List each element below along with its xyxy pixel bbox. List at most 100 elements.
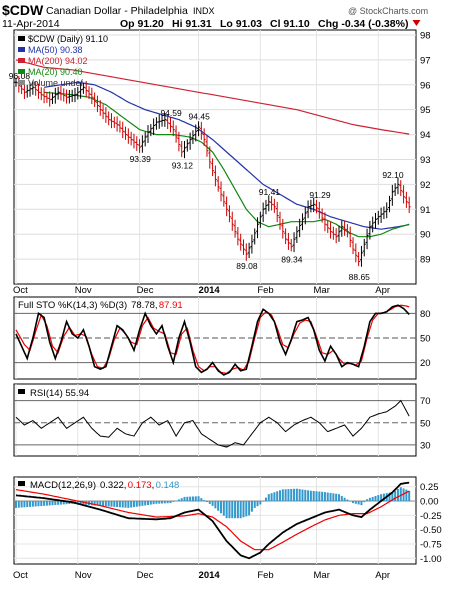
macd-histogram-bar — [399, 487, 402, 502]
macd-histogram-bar — [186, 496, 189, 502]
price-y-tick-label: 92 — [420, 180, 431, 191]
macd-histogram-bar — [214, 501, 217, 509]
macd-histogram-bar — [180, 498, 183, 502]
sto-k-line — [15, 304, 410, 376]
macd-histogram-bar — [203, 500, 206, 502]
macd-legend-swatch — [18, 481, 25, 486]
macd-histogram-bar — [147, 501, 149, 506]
macd-histogram-bar — [352, 501, 355, 504]
rsi-line — [15, 399, 410, 448]
x-tick-label: Oct — [13, 285, 28, 296]
macd-histogram-bar — [405, 489, 408, 502]
macd-histogram-bar — [169, 501, 172, 504]
price-annotation: 89.08 — [236, 261, 258, 271]
stochastic-title: Full STO %K(14,3) %D(3) 78.78 87.91 — [18, 300, 183, 311]
macd-histogram-bar — [96, 501, 99, 506]
macd-histogram-bar — [281, 489, 284, 502]
macd-histogram-bar — [23, 501, 26, 508]
price-y-tick-label: 91 — [420, 205, 431, 216]
header-date: 11-Apr-2014 — [2, 18, 60, 30]
macd-histogram-bar — [298, 489, 301, 502]
x-tick-label-bottom: Feb — [257, 570, 273, 581]
legend-volume: Volume undef — [28, 78, 84, 88]
price-panel — [13, 29, 417, 285]
rsi-title: RSI(14) 55.94 — [30, 388, 89, 399]
macd-histogram-bar — [116, 501, 119, 508]
macd-histogram-bar — [138, 501, 141, 507]
macd-histogram-bar — [380, 494, 383, 502]
macd-histogram-bar — [82, 501, 85, 505]
macd-histogram-bar — [93, 501, 96, 506]
macd-histogram-bar — [279, 490, 281, 502]
legend-swatch — [18, 58, 25, 63]
macd-histogram-bar — [158, 501, 161, 504]
price-y-tick-label: 93 — [420, 155, 431, 166]
macd-histogram-bar — [256, 501, 259, 507]
macd-histogram-bar — [349, 501, 352, 502]
price-y-tick-label: 98 — [420, 30, 431, 41]
macd-y-tick-label: -0.25 — [420, 511, 442, 522]
macd-histogram-bar — [236, 501, 239, 519]
rsi-y-tick-label: 30 — [420, 440, 431, 451]
macd-histogram-bar — [205, 501, 208, 503]
macd-histogram-bar — [391, 492, 394, 502]
macd-histogram-bar — [250, 501, 253, 512]
header-high: Hi 91.31 — [172, 18, 212, 30]
macd-y-tick-label: -1.00 — [420, 554, 442, 565]
sto-title-label: Full STO %K(14,3) %D(3) — [18, 300, 127, 311]
macd-histogram-bar — [242, 501, 245, 518]
macd-histogram-bar — [15, 501, 17, 508]
macd-histogram-bar — [197, 496, 200, 502]
macd-histogram-bar — [99, 501, 102, 506]
header-change: Chg -0.34 (-0.38%) — [318, 18, 408, 30]
rsi-title-label: RSI(14) 55.94 — [30, 388, 89, 399]
macd-histogram-bar — [163, 501, 166, 504]
macd-histogram-bar — [335, 493, 338, 502]
macd-histogram-bar — [329, 492, 332, 502]
macd-signal-line — [15, 489, 410, 551]
stockcharts-watermark: @ StockCharts.com — [348, 6, 428, 16]
macd-histogram-bar — [57, 501, 60, 505]
macd-line — [15, 481, 410, 560]
macd-histogram-bar — [267, 494, 270, 502]
x-tick-label-bottom: 2014 — [199, 570, 221, 581]
macd-histogram-bar — [62, 501, 65, 505]
macd-histogram-bar — [26, 501, 29, 508]
price-annotation: 94.59 — [160, 108, 182, 118]
macd-histogram-bar — [377, 495, 380, 502]
price-y-tick-label: 97 — [420, 55, 431, 66]
price-y-tick-label: 94 — [420, 130, 431, 141]
x-tick-label: Nov — [75, 285, 92, 296]
macd-histogram-bar — [220, 501, 223, 514]
macd-histogram-bar — [284, 489, 287, 502]
macd-title: MACD(12,26,9) 0.322 0.173 0.148 — [30, 480, 179, 491]
macd-title-label: MACD(12,26,9) — [30, 480, 96, 491]
macd-y-tick-label: -0.75 — [420, 539, 442, 550]
macd-histogram-bar — [408, 490, 411, 502]
macd-histogram-bar — [191, 496, 194, 502]
legend-price: $CDW (Daily) 91.10 — [28, 34, 108, 44]
macd-histogram-bar — [239, 501, 242, 519]
down-arrow-shape — [412, 20, 421, 26]
macd-histogram-bar — [211, 501, 214, 506]
sto-y-tick-label: 50 — [420, 334, 431, 345]
macd-histogram-bar — [149, 501, 152, 505]
macd-histogram-bar — [234, 501, 237, 519]
macd-histogram-bar — [222, 501, 225, 516]
macd-histogram-bar — [135, 501, 138, 507]
macd-histogram-bar — [37, 501, 40, 507]
macd-histogram-bar — [332, 493, 335, 502]
macd-histogram-bar — [276, 491, 279, 502]
macd-histogram-bar — [360, 501, 363, 506]
macd-histogram-bar — [217, 501, 220, 511]
macd-histogram-bar — [175, 500, 178, 502]
price-annotation: 88.65 — [349, 272, 371, 282]
macd-histogram-bar — [402, 488, 405, 502]
macd-histogram-bar — [144, 501, 147, 506]
macd-histogram-bar — [301, 489, 304, 502]
down-arrow-icon — [412, 20, 421, 26]
macd-histogram-bar — [124, 501, 127, 508]
legend-swatch — [18, 69, 25, 74]
header-close: Cl 91.10 — [270, 18, 310, 30]
